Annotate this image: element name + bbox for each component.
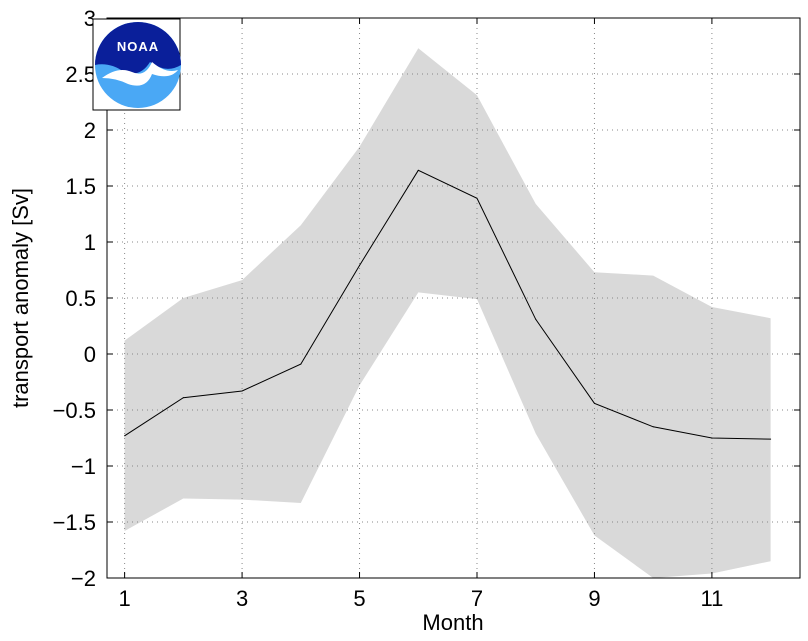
y-tick-label: 1.5 [65, 174, 96, 199]
y-tick-label: 1 [84, 230, 96, 255]
y-tick-label: 2 [84, 118, 96, 143]
data-point [535, 318, 537, 320]
data-point [241, 390, 243, 392]
data-point [770, 438, 772, 440]
confidence-band-layer [124, 48, 771, 578]
y-tick-label: 0 [84, 342, 96, 367]
x-tick-label: 1 [118, 586, 130, 611]
x-axis-title: Month [422, 610, 483, 635]
y-tick-label: −1.5 [53, 510, 96, 535]
y-tick-label: −1 [71, 454, 96, 479]
series-line [124, 169, 771, 440]
x-tick-label: 11 [700, 586, 723, 611]
data-point [593, 402, 595, 404]
data-point [300, 363, 302, 365]
tick-layer [107, 17, 800, 579]
data-point [652, 426, 654, 428]
y-tick-label: 0.5 [65, 286, 96, 311]
logo-gull-icon [102, 62, 178, 86]
x-tick-label: 7 [471, 586, 483, 611]
data-point [359, 265, 361, 267]
tick-label-layer: 1 3 5 7 9 11−2−1.5−1−0.500.511.522.53 [53, 6, 724, 611]
data-point [417, 169, 419, 171]
data-point [124, 435, 126, 437]
y-tick-label: −2 [71, 566, 96, 591]
logo-dark-half [95, 22, 181, 74]
y-tick-label: −0.5 [53, 398, 96, 423]
x-tick-label: 5 [353, 586, 365, 611]
series-line-layer [124, 169, 772, 440]
noaa-logo: NOAA [92, 18, 181, 111]
y-tick-label: 2.5 [65, 62, 96, 87]
data-point [476, 197, 478, 199]
x-tick-label: 9 [588, 586, 600, 611]
x-tick-label: 3 [236, 586, 248, 611]
data-point [182, 397, 184, 399]
confidence-band [124, 48, 771, 578]
data-point [711, 437, 713, 439]
logo-text: NOAA [117, 39, 159, 54]
y-axis-title: transport anomaly [Sv] [8, 188, 33, 408]
